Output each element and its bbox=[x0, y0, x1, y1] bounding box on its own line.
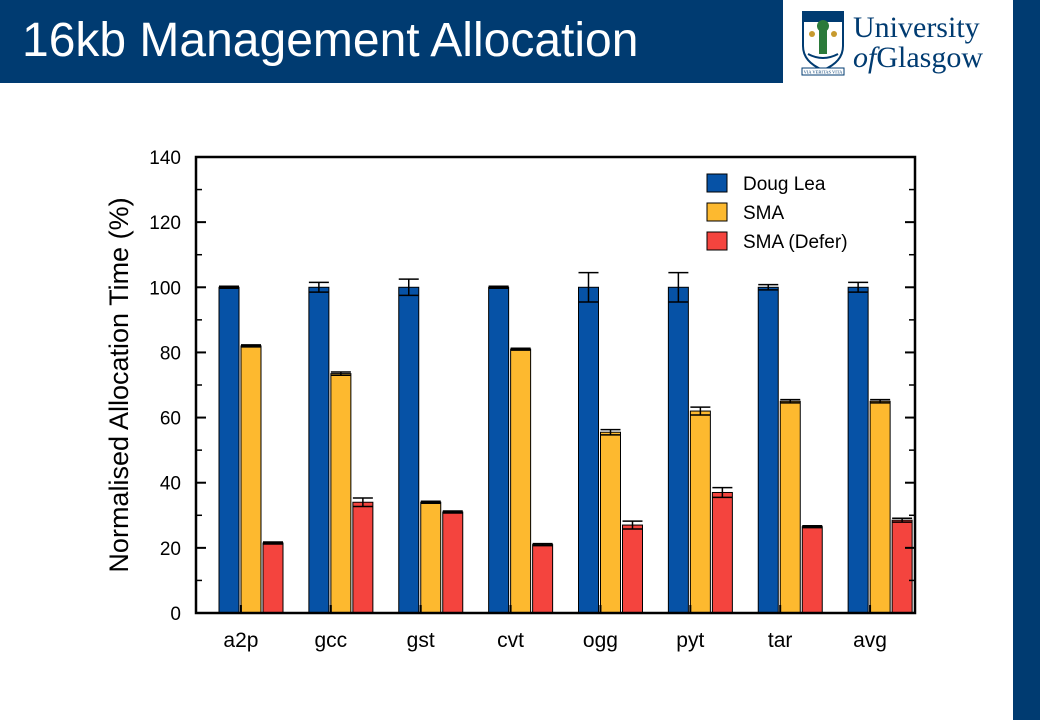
bar-cvt-0 bbox=[488, 286, 510, 614]
legend-label-1: SMA bbox=[743, 203, 785, 224]
y-tick-label-0: 0 bbox=[170, 604, 181, 625]
bar-ogg-1 bbox=[600, 431, 621, 614]
x-tick-label-avg: avg bbox=[853, 629, 887, 652]
bar-cvt-2 bbox=[532, 544, 554, 614]
bar-tar-0 bbox=[757, 286, 779, 614]
motto-text: VIA VERITAS VITA bbox=[804, 70, 844, 75]
slide-title: 16kb Management Allocation bbox=[22, 14, 639, 67]
ticks-group: a2p gcc gst cvt ogg pyt tar avg 0 20 40 60 80 100 120 1… bbox=[149, 148, 915, 652]
bar-pyt-2 bbox=[711, 491, 733, 614]
bar-gst-1 bbox=[420, 501, 442, 614]
university-logo: VIA VERITAS VITA University ofGlasgow bbox=[800, 8, 1005, 78]
legend: Doug Lea SMA SMA (Defer) bbox=[706, 173, 848, 253]
bar-tar-2 bbox=[801, 526, 823, 614]
bar-a2p-1 bbox=[240, 345, 262, 614]
bar-avg-0 bbox=[847, 286, 869, 614]
bar-avg-1 bbox=[869, 400, 891, 614]
logo-word-university: University bbox=[853, 11, 980, 44]
bar-gst-0 bbox=[398, 286, 420, 614]
y-axis-label: Normalised Allocation Time (%) bbox=[104, 197, 134, 572]
x-tick-label-cvt: cvt bbox=[497, 629, 524, 652]
x-tick-label-gcc: gcc bbox=[314, 629, 347, 652]
bar-pyt-1 bbox=[689, 410, 711, 614]
logo-word-of: of bbox=[853, 41, 877, 74]
bar-gcc-0 bbox=[308, 286, 330, 614]
legend-swatch-2 bbox=[706, 231, 728, 251]
bar-gcc-1 bbox=[330, 373, 352, 614]
bars-group bbox=[218, 286, 913, 614]
logo-word-glasgow-rest: Glasgow bbox=[876, 41, 983, 74]
y-tick-label-80: 80 bbox=[160, 343, 181, 364]
y-tick-label-100: 100 bbox=[149, 278, 181, 299]
error-bars-group bbox=[219, 271, 913, 547]
title-bar: 16kb Management Allocation bbox=[0, 0, 783, 83]
right-stripe bbox=[1013, 0, 1040, 720]
y-tick-label-40: 40 bbox=[160, 474, 181, 495]
y-tick-label-120: 120 bbox=[149, 213, 181, 234]
bar-a2p-0 bbox=[218, 286, 240, 614]
y-tick-label-20: 20 bbox=[160, 539, 181, 560]
logo-word-glasgow: ofGlasgow bbox=[853, 42, 983, 74]
legend-label-0: Doug Lea bbox=[743, 174, 826, 195]
legend-swatch-1 bbox=[706, 202, 728, 222]
crest-icon: VIA VERITAS VITA bbox=[801, 11, 845, 76]
x-tick-label-gst: gst bbox=[407, 629, 435, 652]
x-tick-label-tar: tar bbox=[768, 629, 793, 652]
bar-a2p-2 bbox=[262, 542, 284, 614]
bar-cvt-1 bbox=[510, 348, 532, 614]
bar-ogg-2 bbox=[622, 524, 643, 614]
x-tick-label-a2p: a2p bbox=[223, 629, 258, 652]
bar-avg-2 bbox=[891, 519, 913, 614]
bar-gst-2 bbox=[442, 511, 464, 614]
bar-tar-1 bbox=[779, 400, 801, 614]
legend-label-2: SMA (Defer) bbox=[743, 232, 848, 253]
y-tick-label-60: 60 bbox=[160, 409, 181, 430]
y-tick-label-140: 140 bbox=[149, 148, 181, 169]
bar-ogg-0 bbox=[578, 286, 599, 614]
x-tick-label-pyt: pyt bbox=[676, 629, 704, 652]
x-tick-label-ogg: ogg bbox=[583, 629, 618, 652]
bar-pyt-0 bbox=[667, 286, 689, 614]
bar-gcc-2 bbox=[352, 501, 374, 614]
legend-swatch-0 bbox=[706, 173, 728, 193]
